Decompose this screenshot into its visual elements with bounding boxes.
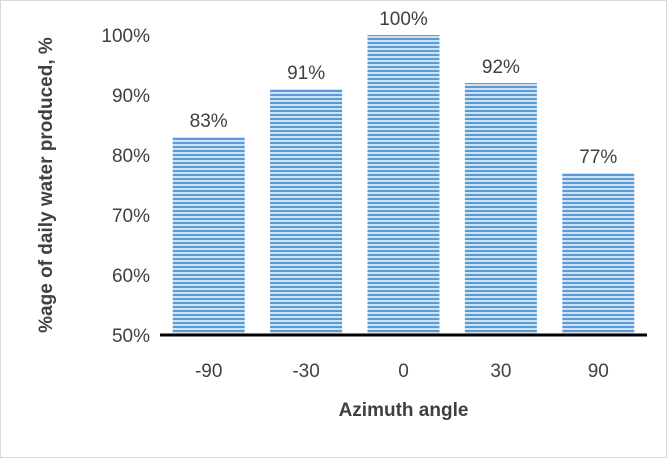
y-tick-label: 100% bbox=[101, 26, 150, 47]
x-tick-label: 0 bbox=[398, 361, 409, 382]
x-tick-label: 90 bbox=[588, 361, 609, 382]
bar bbox=[562, 173, 635, 335]
y-axis-title: %age of daily water produced, % bbox=[36, 37, 57, 333]
y-tick-label: 50% bbox=[112, 326, 150, 347]
x-axis-title: Azimuth angle bbox=[339, 400, 469, 421]
data-label: 77% bbox=[579, 147, 617, 168]
y-tick-label: 70% bbox=[112, 206, 150, 227]
bar bbox=[270, 89, 343, 335]
data-label: 91% bbox=[287, 63, 325, 84]
data-label: 83% bbox=[190, 111, 228, 132]
bar bbox=[367, 35, 440, 335]
data-label: 92% bbox=[482, 57, 520, 78]
y-tick-label: 90% bbox=[112, 86, 150, 107]
bar bbox=[172, 137, 245, 335]
y-tick-label: 80% bbox=[112, 146, 150, 167]
bar bbox=[464, 83, 537, 335]
y-tick-label: 60% bbox=[112, 266, 150, 287]
x-tick-label: 30 bbox=[490, 361, 511, 382]
x-tick-label: -90 bbox=[195, 361, 222, 382]
x-tick-label: -30 bbox=[292, 361, 319, 382]
data-label: 100% bbox=[379, 9, 428, 30]
